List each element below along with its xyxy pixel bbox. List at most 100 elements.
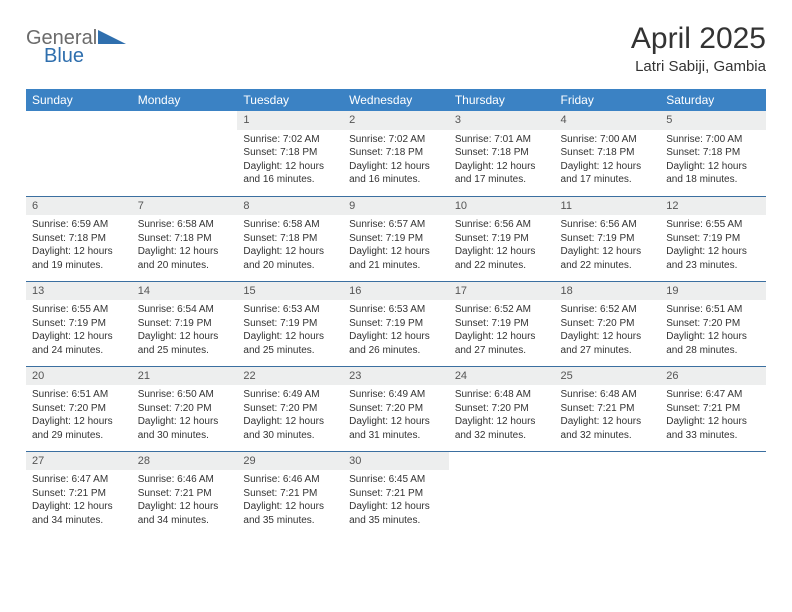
sunrise-line: Sunrise: 6:48 AM	[561, 388, 655, 402]
sunrise-line: Sunrise: 6:50 AM	[138, 388, 232, 402]
daylight-line: Daylight: 12 hours and 33 minutes.	[666, 415, 760, 442]
daylight-line: Daylight: 12 hours and 22 minutes.	[455, 245, 549, 272]
day-number: 12	[660, 197, 766, 216]
calendar-day-cell: 30Sunrise: 6:45 AMSunset: 7:21 PMDayligh…	[343, 451, 449, 536]
sunset-line: Sunset: 7:18 PM	[32, 232, 126, 246]
sunrise-line: Sunrise: 6:58 AM	[243, 218, 337, 232]
daylight-line: Daylight: 12 hours and 17 minutes.	[455, 160, 549, 187]
sunrise-line: Sunrise: 6:56 AM	[561, 218, 655, 232]
daylight-line: Daylight: 12 hours and 32 minutes.	[561, 415, 655, 442]
sunset-line: Sunset: 7:21 PM	[666, 402, 760, 416]
daylight-line: Daylight: 12 hours and 35 minutes.	[349, 500, 443, 527]
calendar-day-cell: 6Sunrise: 6:59 AMSunset: 7:18 PMDaylight…	[26, 196, 132, 281]
sunrise-line: Sunrise: 6:46 AM	[138, 473, 232, 487]
calendar-day-cell: 2Sunrise: 7:02 AMSunset: 7:18 PMDaylight…	[343, 111, 449, 196]
weekday-header: Monday	[132, 89, 238, 111]
day-number: 7	[132, 197, 238, 216]
header-row: General Blue April 2025 Latri Sabiji, Ga…	[26, 22, 766, 75]
day-number: 13	[26, 282, 132, 301]
sunrise-line: Sunrise: 6:48 AM	[455, 388, 549, 402]
calendar-day-cell: 29Sunrise: 6:46 AMSunset: 7:21 PMDayligh…	[237, 451, 343, 536]
calendar-body: 1Sunrise: 7:02 AMSunset: 7:18 PMDaylight…	[26, 111, 766, 536]
sunrise-line: Sunrise: 6:47 AM	[32, 473, 126, 487]
sunset-line: Sunset: 7:19 PM	[243, 317, 337, 331]
calendar-day-cell: 19Sunrise: 6:51 AMSunset: 7:20 PMDayligh…	[660, 281, 766, 366]
day-number: 28	[132, 452, 238, 471]
calendar-day-cell: 26 Sunrise: 6:47 AMSunset: 7:21 PMDayligh…	[660, 366, 766, 451]
daylight-line: Daylight: 12 hours and 24 minutes.	[32, 330, 126, 357]
calendar-day-cell	[132, 111, 238, 196]
daylight-line: Daylight: 12 hours and 27 minutes.	[561, 330, 655, 357]
daylight-line: Daylight: 12 hours and 21 minutes.	[349, 245, 443, 272]
sunset-line: Sunset: 7:20 PM	[349, 402, 443, 416]
calendar-day-cell: 8Sunrise: 6:58 AMSunset: 7:18 PMDaylight…	[237, 196, 343, 281]
daylight-line: Daylight: 12 hours and 22 minutes.	[561, 245, 655, 272]
weekday-header: Thursday	[449, 89, 555, 111]
sunrise-line: Sunrise: 6:45 AM	[349, 473, 443, 487]
calendar-day-cell: 11Sunrise: 6:56 AMSunset: 7:19 PMDayligh…	[555, 196, 661, 281]
calendar-day-cell: 15Sunrise: 6:53 AMSunset: 7:19 PMDayligh…	[237, 281, 343, 366]
empty-day	[449, 452, 555, 471]
day-number: 30	[343, 452, 449, 471]
empty-day	[555, 452, 661, 471]
weekday-header: Sunday	[26, 89, 132, 111]
day-number: 2	[343, 111, 449, 130]
day-number: 5	[660, 111, 766, 130]
daylight-line: Daylight: 12 hours and 30 minutes.	[138, 415, 232, 442]
day-number: 4	[555, 111, 661, 130]
day-number: 23	[343, 367, 449, 386]
sunset-line: Sunset: 7:21 PM	[32, 487, 126, 501]
sunrise-line: Sunrise: 7:02 AM	[349, 133, 443, 147]
page-title: April 2025	[631, 22, 766, 56]
sunrise-line: Sunrise: 6:57 AM	[349, 218, 443, 232]
sunset-line: Sunset: 7:18 PM	[349, 146, 443, 160]
sunset-line: Sunset: 7:21 PM	[138, 487, 232, 501]
sunrise-line: Sunrise: 6:55 AM	[666, 218, 760, 232]
sunset-line: Sunset: 7:20 PM	[32, 402, 126, 416]
sunset-line: Sunset: 7:18 PM	[666, 146, 760, 160]
sunrise-line: Sunrise: 6:58 AM	[138, 218, 232, 232]
calendar-day-cell	[555, 451, 661, 536]
calendar-day-cell: 28Sunrise: 6:46 AMSunset: 7:21 PMDayligh…	[132, 451, 238, 536]
weekday-header: Friday	[555, 89, 661, 111]
empty-day	[132, 111, 238, 130]
weekday-header: Wednesday	[343, 89, 449, 111]
calendar-day-cell: 17Sunrise: 6:52 AMSunset: 7:19 PMDayligh…	[449, 281, 555, 366]
sunrise-line: Sunrise: 6:51 AM	[32, 388, 126, 402]
daylight-line: Daylight: 12 hours and 31 minutes.	[349, 415, 443, 442]
calendar-day-cell: 24Sunrise: 6:48 AMSunset: 7:20 PMDayligh…	[449, 366, 555, 451]
day-number: 27	[26, 452, 132, 471]
calendar-day-cell: 25Sunrise: 6:48 AMSunset: 7:21 PMDayligh…	[555, 366, 661, 451]
calendar-day-cell: 14Sunrise: 6:54 AMSunset: 7:19 PMDayligh…	[132, 281, 238, 366]
sunset-line: Sunset: 7:19 PM	[455, 317, 549, 331]
sunrise-line: Sunrise: 7:02 AM	[243, 133, 337, 147]
calendar-day-cell: 16Sunrise: 6:53 AMSunset: 7:19 PMDayligh…	[343, 281, 449, 366]
calendar-week-row: 1Sunrise: 7:02 AMSunset: 7:18 PMDaylight…	[26, 111, 766, 196]
daylight-line: Daylight: 12 hours and 25 minutes.	[138, 330, 232, 357]
day-number: 8	[237, 197, 343, 216]
sunset-line: Sunset: 7:19 PM	[349, 232, 443, 246]
daylight-line: Daylight: 12 hours and 25 minutes.	[243, 330, 337, 357]
day-number: 16	[343, 282, 449, 301]
empty-day	[660, 452, 766, 471]
calendar-day-cell: 13 Sunrise: 6:55 AMSunset: 7:19 PMDayligh…	[26, 281, 132, 366]
day-number: 26	[660, 367, 766, 386]
sunrise-line: Sunrise: 6:47 AM	[666, 388, 760, 402]
calendar-day-cell	[26, 111, 132, 196]
sunset-line: Sunset: 7:19 PM	[455, 232, 549, 246]
day-number: 14	[132, 282, 238, 301]
sunset-line: Sunset: 7:19 PM	[138, 317, 232, 331]
calendar-table: SundayMondayTuesdayWednesdayThursdayFrid…	[26, 89, 766, 536]
sunrise-line: Sunrise: 6:59 AM	[32, 218, 126, 232]
calendar-day-cell: 21Sunrise: 6:50 AMSunset: 7:20 PMDayligh…	[132, 366, 238, 451]
calendar-day-cell: 3Sunrise: 7:01 AMSunset: 7:18 PMDaylight…	[449, 111, 555, 196]
empty-day	[26, 111, 132, 130]
sunrise-line: Sunrise: 6:49 AM	[243, 388, 337, 402]
weekday-header: Saturday	[660, 89, 766, 111]
sunset-line: Sunset: 7:19 PM	[32, 317, 126, 331]
logo: General Blue	[26, 22, 136, 66]
day-number: 15	[237, 282, 343, 301]
logo-text-blue: Blue	[44, 45, 84, 66]
sunrise-line: Sunrise: 6:55 AM	[32, 303, 126, 317]
sunset-line: Sunset: 7:19 PM	[666, 232, 760, 246]
